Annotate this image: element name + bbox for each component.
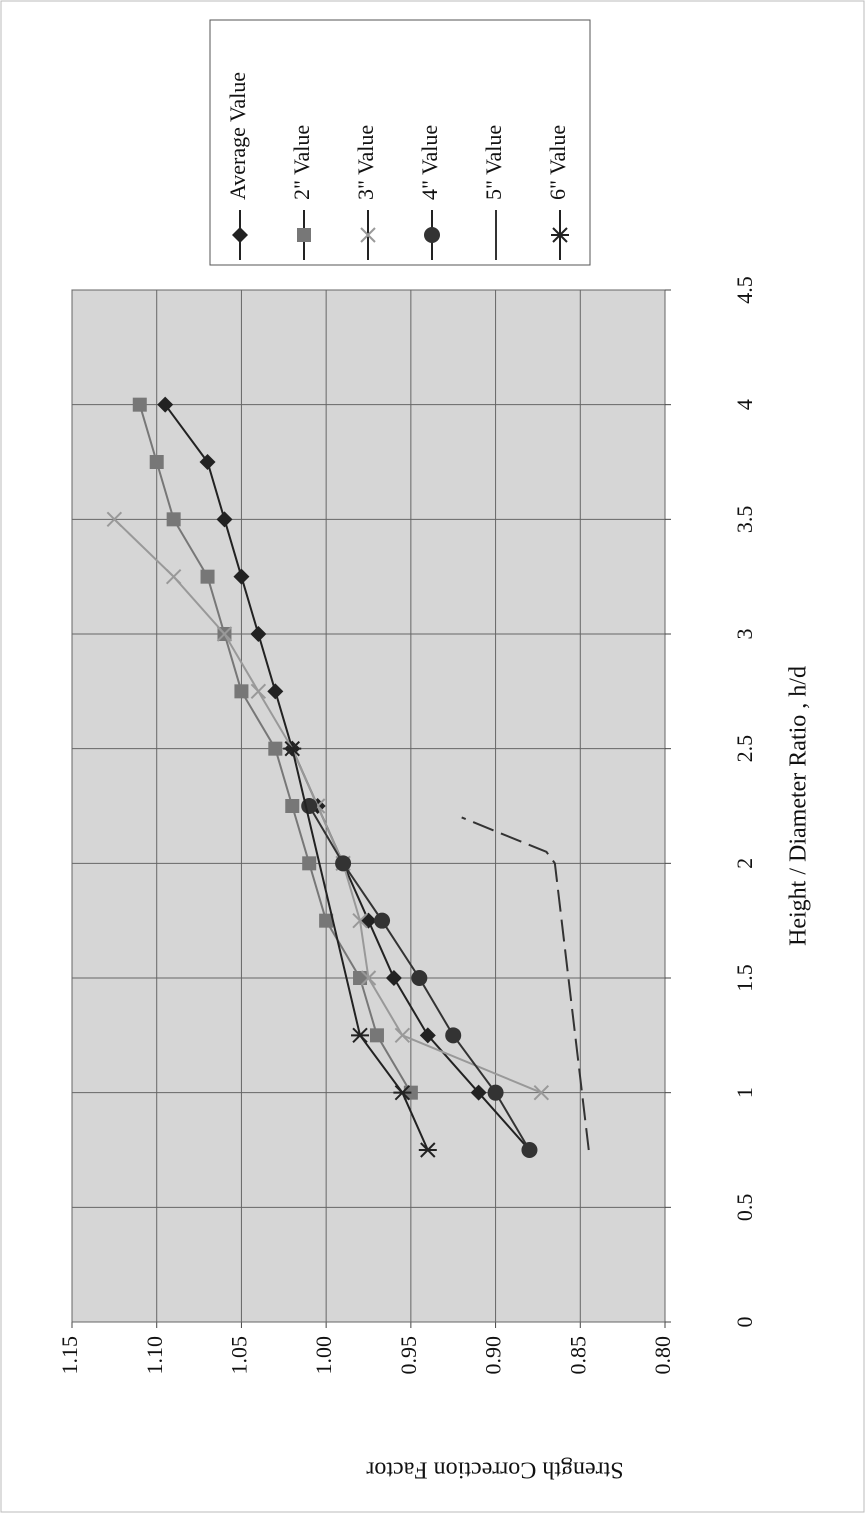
marker <box>250 683 267 700</box>
y-axis-title: Strength Correction Factor <box>366 1456 623 1482</box>
marker <box>551 227 569 243</box>
x-tick-label: 1 <box>732 1087 757 1098</box>
legend-label: 3" Value <box>353 125 378 200</box>
marker <box>424 227 440 243</box>
y-tick-label: 1.10 <box>142 1336 167 1375</box>
marker <box>411 970 428 986</box>
marker <box>335 855 352 872</box>
legend-label: Average Value <box>225 72 250 200</box>
x-axis-title: Height / Diameter Ratio , h/d <box>786 666 812 946</box>
y-tick-label: 1.05 <box>226 1336 251 1375</box>
x-tick-label: 0 <box>732 1317 757 1328</box>
marker <box>393 1084 412 1101</box>
x-tick-label: 2 <box>732 858 757 869</box>
marker <box>353 971 368 985</box>
marker <box>385 970 402 986</box>
marker <box>374 912 391 929</box>
x-tick-label: 4 <box>732 399 757 410</box>
marker <box>149 455 164 469</box>
marker <box>268 741 283 756</box>
marker <box>106 511 123 528</box>
rotated-chart: Height / Diameter Ratio , h/d Strength C… <box>57 19 812 1483</box>
marker <box>166 512 181 527</box>
y-tick-label: 0.80 <box>650 1336 675 1375</box>
marker <box>487 1084 504 1101</box>
marker <box>199 454 216 470</box>
plot-area <box>71 289 666 1323</box>
legend-label: 4" Value <box>417 125 442 200</box>
marker <box>470 1084 487 1101</box>
marker <box>132 397 147 412</box>
legend-label: 5" Value <box>481 125 506 200</box>
marker <box>419 1027 436 1044</box>
legend-label: 2" Value <box>289 125 314 200</box>
x-tick-label: 3.5 <box>732 506 757 534</box>
x-tick-label: 2.5 <box>732 735 757 763</box>
marker <box>418 1142 437 1158</box>
marker <box>319 913 334 928</box>
y-tick-label: 0.95 <box>396 1336 421 1375</box>
series-line <box>291 748 429 1151</box>
marker <box>369 1028 384 1043</box>
y-tick-label: 1.15 <box>57 1336 82 1375</box>
marker <box>165 568 182 585</box>
marker <box>200 569 215 584</box>
marker <box>521 1142 538 1158</box>
marker <box>250 626 267 642</box>
marker <box>352 912 368 929</box>
marker <box>360 970 377 986</box>
marker <box>216 511 233 528</box>
marker <box>216 626 233 642</box>
marker <box>234 684 249 699</box>
marker <box>297 228 311 242</box>
marker <box>351 1027 370 1044</box>
marker <box>232 227 248 243</box>
marker <box>283 740 302 757</box>
marker <box>302 856 317 871</box>
legend-box <box>209 19 591 266</box>
marker <box>360 227 376 243</box>
marker <box>445 1027 462 1044</box>
marker <box>233 568 250 585</box>
marker <box>533 1084 550 1101</box>
x-tick-label: 0.5 <box>732 1194 757 1222</box>
y-tick-label: 0.90 <box>481 1336 506 1375</box>
legend-label: 6" Value <box>545 125 570 200</box>
series-line <box>461 816 590 1151</box>
x-tick-label: 4.5 <box>732 276 757 304</box>
x-tick-label: 3 <box>732 629 757 640</box>
marker <box>394 1027 411 1044</box>
marker <box>285 799 300 813</box>
marker <box>267 683 284 700</box>
x-tick-label: 1.5 <box>732 964 757 992</box>
y-tick-label: 0.85 <box>565 1336 590 1375</box>
y-tick-label: 1.00 <box>311 1336 336 1375</box>
marker <box>157 396 174 413</box>
